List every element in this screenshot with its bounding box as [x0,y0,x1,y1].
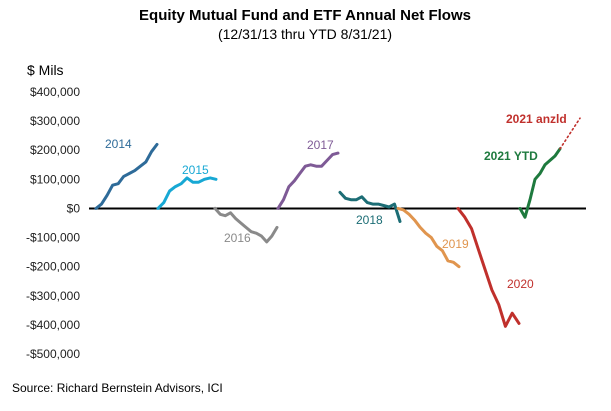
series-line-2019 [396,206,461,269]
series-label-2018: 2018 [356,213,383,227]
series-label-2014: 2014 [105,137,132,151]
series-line-2016 [213,206,279,244]
y-axis-unit-label: $ Mils [27,62,64,78]
series-line-2014 [94,142,159,210]
chart-subtitle: (12/31/13 thru YTD 8/31/21) [218,26,392,42]
series-line-2015 [156,176,218,210]
source-note: Source: Richard Bernstein Advisors, ICI [12,381,223,395]
y-tick-label: $400,000 [30,85,80,99]
y-tick-label: -$200,000 [26,260,80,274]
series-label-2017: 2017 [307,138,334,152]
y-tick-label: $200,000 [30,143,80,157]
y-tick-label: $300,000 [30,114,80,128]
series-line-2021-anzld [559,117,581,150]
series-label-2015: 2015 [182,163,209,177]
y-tick-label: $0 [67,201,81,215]
chart-title: Equity Mutual Fund and ETF Annual Net Fl… [139,7,471,24]
y-tick-label: -$100,000 [26,231,80,245]
y-tick-label: -$500,000 [26,347,80,361]
y-tick-label: -$400,000 [26,318,80,332]
series-label-2019: 2019 [442,237,469,251]
series-label-2021-anzld: 2021 anzld [506,112,567,126]
y-tick-label: $100,000 [30,172,80,186]
series-line-2020 [456,206,521,328]
series-line-2017 [276,151,340,210]
series-line-2018 [338,190,402,223]
y-tick-label: -$300,000 [26,289,80,303]
series-line-2021-ytd [518,147,562,219]
series-group: 2014 2015 2016 2017 2018 2019 2020 2021 YTD 2021… [94,112,581,328]
y-axis: $400,000 $300,000 $200,000 $100,000 $0 -$100,… [26,85,80,361]
series-label-2020: 2020 [507,277,534,291]
series-label-2016: 2016 [224,231,251,245]
series-label-2021-ytd: 2021 YTD [484,149,538,163]
